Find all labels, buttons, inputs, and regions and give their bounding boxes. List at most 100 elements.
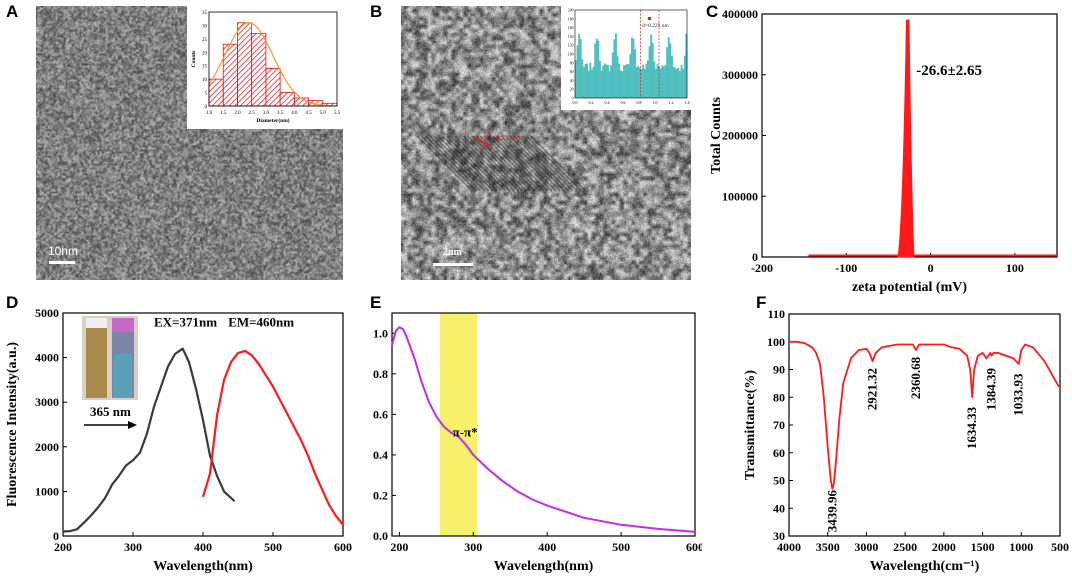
histogram-bar (265, 68, 281, 107)
profile-bar (642, 64, 645, 98)
y-tick-label: 100 (568, 53, 574, 57)
y-tick-label: 0 (572, 97, 574, 101)
y-tick-label: 3000 (35, 395, 59, 409)
profile-bar (621, 71, 624, 98)
peak-label: 2921.32 (865, 368, 880, 410)
y-tick-label: 15 (202, 65, 208, 70)
profile-bar (634, 49, 637, 98)
scale-label-a: 10nm (48, 244, 79, 258)
x-tick-label: 4.0 (291, 111, 298, 116)
profile-bar (679, 70, 681, 98)
profile-bar (647, 60, 649, 98)
x-tick-label: 1000 (1009, 540, 1033, 554)
profile-bar (619, 70, 622, 98)
lattice-marker: 0.225 nm (472, 131, 523, 153)
x-tick-label: 0.4 (605, 100, 610, 105)
profile-bar (632, 38, 635, 98)
plot-frame (391, 312, 696, 537)
profile-bar (583, 66, 585, 98)
vial-uv-top (112, 318, 134, 332)
profile-bar (635, 67, 638, 98)
profile-bar (616, 56, 619, 98)
y-tick-label: 100000 (722, 189, 758, 203)
profile-bar (615, 33, 617, 98)
y-tick-label: 0 (752, 250, 758, 264)
profile-bar (680, 64, 683, 98)
profile-bar (664, 64, 667, 98)
profile-bar (599, 61, 601, 98)
histogram-chart: 1.0 1.5 2.0 2.5 3.0 3.5 4.0 4.5 5.0 5.5 0 5 10 15 20 25… (191, 11, 341, 124)
y-tick-label: 160 (568, 26, 574, 30)
x-tick-label: 1.4 (685, 100, 690, 105)
y-tick-label: 60 (773, 446, 785, 460)
profile-bar (592, 66, 595, 98)
x-tick-label: 3500 (816, 540, 840, 554)
profile-bar (576, 45, 579, 98)
profile-bar (639, 68, 641, 98)
x-tick-label: 600 (686, 540, 702, 554)
profile-bar (661, 65, 664, 98)
y-tick-label: 300000 (722, 68, 758, 82)
x-tick-label: 3000 (854, 540, 878, 554)
histogram-bar (251, 33, 267, 107)
x-tick-label: 4.5 (305, 111, 312, 116)
profile-bar (611, 52, 614, 98)
ftir-chart: 4000 3500 3000 2500 2000 1500 1000 500 30 40 50 60 7… (743, 307, 1069, 574)
y-tick-label: 110 (768, 307, 785, 321)
zeta-potential-chart: -200 -100 0 100 0 100000 200000 300000 400000 zet… (709, 7, 1058, 295)
gaussian-fit-line (208, 22, 337, 107)
profile-bar (658, 66, 661, 98)
emission-line (201, 349, 344, 526)
x-tick-label: 2.0 (234, 111, 241, 116)
y-tick-label: 5 (205, 92, 208, 97)
peak-label: 1634.33 (964, 406, 979, 449)
y-axis-label: Fluorescence Intensity(a.u.) (5, 342, 20, 507)
d-spacing-label: d=0.225 nm (642, 23, 669, 29)
profile-bar (672, 66, 675, 98)
y-tick-label: 1.0 (373, 326, 388, 340)
panel-letter-a: A (6, 2, 19, 21)
profile-bar (655, 68, 657, 98)
pi-pi-label: π-π* (453, 425, 478, 440)
y-tick-label: 200000 (722, 129, 758, 143)
x-tick-label: 600 (334, 540, 352, 554)
profile-bar (589, 62, 592, 98)
x-tick-label: 1500 (971, 540, 995, 554)
x-tick-label: 0.6 (621, 100, 626, 105)
peak-label: 2360.68 (908, 356, 923, 399)
zeta-peak (897, 19, 915, 258)
x-tick-label: 500 (1051, 540, 1069, 554)
profile-bar (651, 42, 654, 98)
profile-bar (618, 63, 621, 98)
profile-bar (603, 63, 606, 98)
histogram-bar (293, 97, 309, 107)
line-profile-inset-b: d=0.225 nm 0.0 0.2 0.4 0.6 0.8 1.0 1.2 1.4 0 20 40 6… (561, 6, 691, 110)
y-tick-label: 140 (568, 35, 574, 39)
profile-bar (682, 68, 685, 98)
pi-pi-band (440, 313, 477, 536)
profile-bar (627, 64, 630, 98)
profile-bar (587, 70, 590, 98)
profile-bar (674, 67, 677, 98)
uv-arrow-head (128, 421, 137, 429)
profile-bar (605, 64, 608, 98)
x-tick-label: 200 (54, 540, 72, 554)
absorbance-line (391, 326, 696, 533)
plot-frame (208, 11, 338, 107)
x-tick-label: 500 (264, 540, 282, 554)
line-profile-chart: d=0.225 nm 0.0 0.2 0.4 0.6 0.8 1.0 1.2 1.4 0 20 40 6… (568, 9, 690, 106)
profile-bar (645, 63, 648, 98)
profile-bar (608, 71, 611, 98)
x-axis-label: Wavelength(nm) (494, 559, 594, 574)
uv-wavelength-label: 365 nm (90, 404, 131, 419)
profile-bar (584, 63, 587, 98)
x-tick-label: 0.0 (573, 100, 578, 105)
zeta-annotation: -26.6±2.65 (916, 63, 982, 79)
y-tick-label: 180 (568, 17, 574, 21)
profile-bar (648, 46, 651, 98)
x-tick-label: 4000 (777, 540, 801, 554)
y-tick-label: 25 (202, 38, 208, 43)
vial-daylight-cap (86, 318, 107, 328)
y-tick-label: 2000 (35, 440, 59, 454)
vial-uv-glow (114, 354, 132, 398)
